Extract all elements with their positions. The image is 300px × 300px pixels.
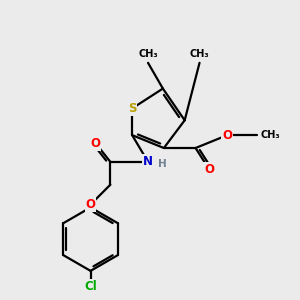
Text: O: O xyxy=(91,136,100,150)
Text: CH₃: CH₃ xyxy=(138,49,158,59)
Text: O: O xyxy=(204,163,214,176)
Text: Cl: Cl xyxy=(84,280,97,293)
Text: S: S xyxy=(128,102,136,115)
Text: CH₃: CH₃ xyxy=(261,130,280,140)
Text: O: O xyxy=(222,129,232,142)
Text: CH₃: CH₃ xyxy=(190,49,209,59)
Text: O: O xyxy=(85,198,96,211)
Text: N: N xyxy=(143,155,153,168)
Text: H: H xyxy=(158,159,167,169)
